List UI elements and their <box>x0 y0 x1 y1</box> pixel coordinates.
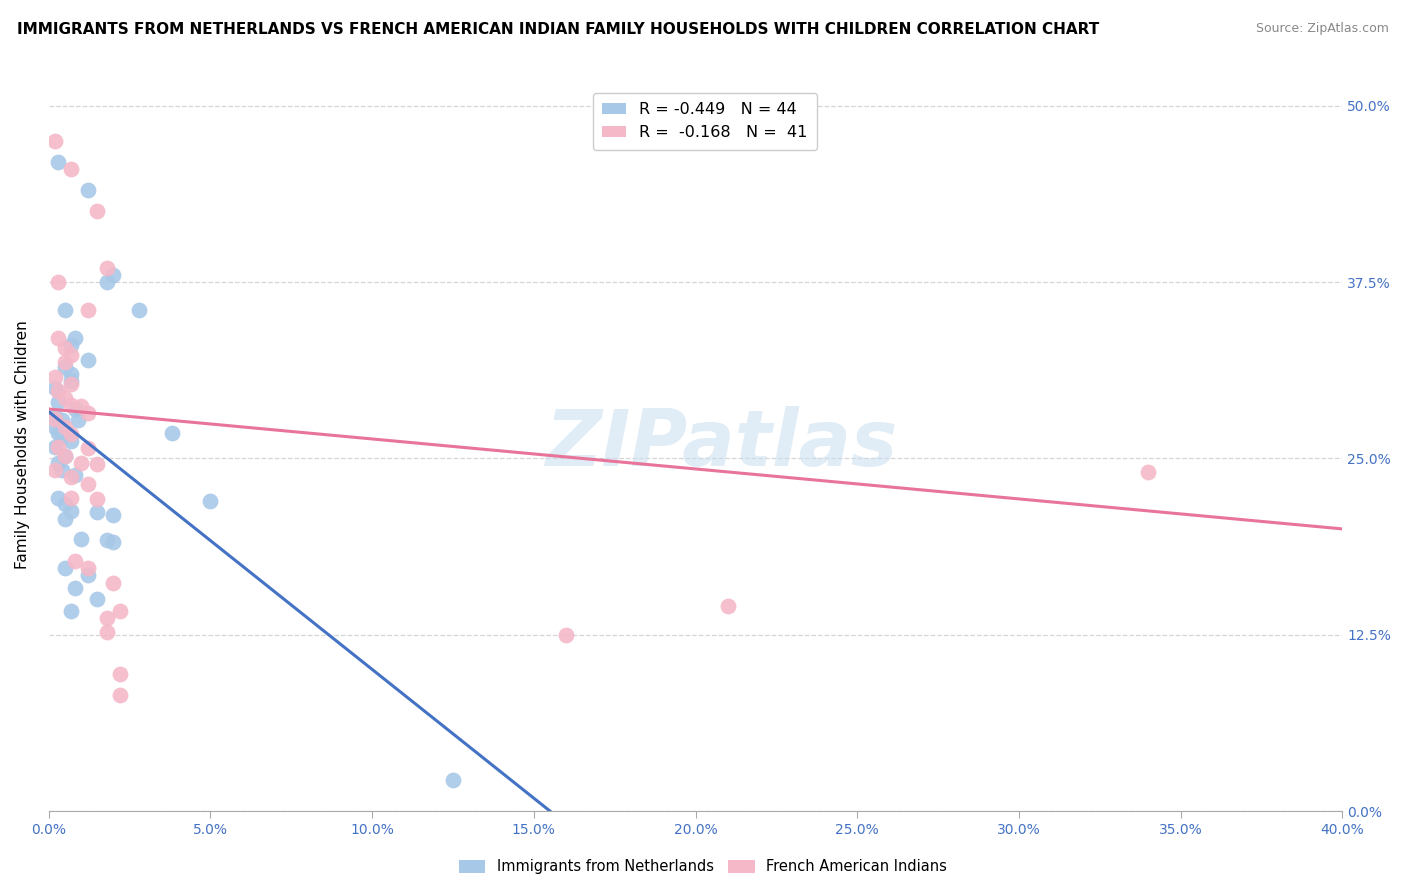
Point <box>76 303 98 318</box>
Point <box>76 352 98 367</box>
Point <box>86 204 108 219</box>
Point <box>103 268 125 282</box>
Point <box>717 599 740 614</box>
Point <box>53 561 76 575</box>
Legend: R = -0.449   N = 44, R =  -0.168   N =  41: R = -0.449 N = 44, R = -0.168 N = 41 <box>592 93 817 150</box>
Point <box>51 430 73 444</box>
Point <box>60 398 83 412</box>
Point <box>60 604 83 618</box>
Point <box>86 592 108 607</box>
Point <box>60 434 83 449</box>
Point <box>48 395 70 409</box>
Point <box>53 449 76 463</box>
Point <box>60 367 83 381</box>
Point <box>63 331 86 345</box>
Point <box>76 442 98 456</box>
Point <box>63 401 86 416</box>
Point <box>48 456 70 470</box>
Point <box>76 183 98 197</box>
Point <box>48 331 70 345</box>
Point <box>44 420 66 434</box>
Point <box>48 491 70 505</box>
Point <box>48 425 70 440</box>
Point <box>48 384 70 398</box>
Point <box>76 561 98 575</box>
Point <box>70 532 93 546</box>
Legend: Immigrants from Netherlands, French American Indians: Immigrants from Netherlands, French Amer… <box>453 854 953 880</box>
Point <box>76 476 98 491</box>
Point <box>60 348 83 362</box>
Point <box>53 449 76 463</box>
Point <box>48 275 70 289</box>
Point <box>96 533 118 548</box>
Point <box>108 667 131 681</box>
Point <box>441 772 464 787</box>
Text: Source: ZipAtlas.com: Source: ZipAtlas.com <box>1256 22 1389 36</box>
Point <box>60 427 83 442</box>
Point <box>51 463 73 477</box>
Point <box>86 457 108 471</box>
Point <box>60 338 83 352</box>
Point <box>53 359 76 374</box>
Point <box>86 505 108 519</box>
Point <box>103 534 125 549</box>
Point <box>200 493 222 508</box>
Point <box>60 376 83 391</box>
Point <box>53 391 76 405</box>
Point <box>53 355 76 369</box>
Point <box>96 275 118 289</box>
Point <box>44 381 66 395</box>
Point <box>60 374 83 388</box>
Point <box>103 508 125 522</box>
Y-axis label: Family Households with Children: Family Households with Children <box>15 320 30 568</box>
Point <box>63 554 86 568</box>
Point <box>44 369 66 384</box>
Text: IMMIGRANTS FROM NETHERLANDS VS FRENCH AMERICAN INDIAN FAMILY HOUSEHOLDS WITH CHI: IMMIGRANTS FROM NETHERLANDS VS FRENCH AM… <box>17 22 1099 37</box>
Point <box>96 611 118 625</box>
Point <box>108 604 131 618</box>
Point <box>44 463 66 477</box>
Point <box>60 491 83 505</box>
Point <box>1137 466 1160 480</box>
Text: ZIPatlas: ZIPatlas <box>546 406 897 483</box>
Point <box>44 440 66 454</box>
Point <box>76 406 98 420</box>
Point <box>44 412 66 426</box>
Point <box>555 628 578 642</box>
Point <box>44 134 66 148</box>
Point <box>53 303 76 318</box>
Point <box>96 624 118 639</box>
Point <box>60 162 83 177</box>
Point <box>108 689 131 703</box>
Point <box>60 503 83 517</box>
Point <box>53 341 76 355</box>
Point <box>48 440 70 454</box>
Point <box>103 575 125 590</box>
Point <box>44 409 66 423</box>
Point <box>76 568 98 582</box>
Point <box>70 456 93 470</box>
Point <box>160 425 183 440</box>
Point <box>53 512 76 526</box>
Point <box>63 581 86 595</box>
Point <box>96 260 118 275</box>
Point <box>63 468 86 483</box>
Point <box>48 155 70 169</box>
Point <box>86 492 108 507</box>
Point <box>51 413 73 427</box>
Point <box>128 303 150 318</box>
Point <box>60 469 83 483</box>
Point <box>53 420 76 434</box>
Point <box>70 399 93 413</box>
Point <box>66 413 89 427</box>
Point <box>53 496 76 510</box>
